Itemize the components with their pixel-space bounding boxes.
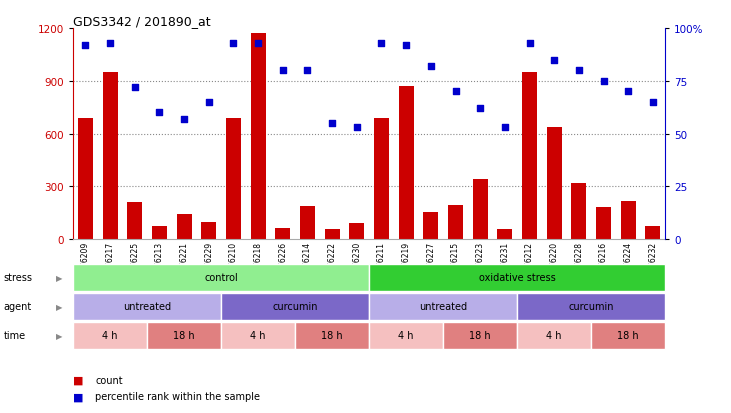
Text: ▶: ▶ <box>56 302 62 311</box>
Point <box>474 106 486 112</box>
Point <box>450 89 461 95</box>
Point <box>227 40 239 47</box>
Text: curcumin: curcumin <box>569 301 614 312</box>
Text: ▶: ▶ <box>56 273 62 282</box>
Text: 4 h: 4 h <box>398 330 414 341</box>
Text: ▶: ▶ <box>56 331 62 340</box>
Bar <box>221 322 295 349</box>
Text: 4 h: 4 h <box>102 330 118 341</box>
Point <box>252 40 264 47</box>
Bar <box>221 293 369 320</box>
Text: ■: ■ <box>73 392 83 401</box>
Text: 18 h: 18 h <box>618 330 639 341</box>
Point <box>401 43 412 49</box>
Text: untreated: untreated <box>123 301 171 312</box>
Point <box>178 116 190 123</box>
Text: time: time <box>4 330 26 341</box>
Bar <box>202 222 216 240</box>
Point <box>351 125 363 131</box>
Point <box>326 121 338 127</box>
Point <box>499 125 511 131</box>
Point <box>598 78 610 85</box>
Bar <box>73 322 147 349</box>
Bar <box>251 34 265 240</box>
Bar <box>369 293 518 320</box>
Bar <box>369 322 443 349</box>
Bar <box>369 264 665 291</box>
Text: curcumin: curcumin <box>273 301 318 312</box>
Text: oxidative stress: oxidative stress <box>479 273 556 283</box>
Bar <box>73 264 369 291</box>
Text: GDS3342 / 201890_at: GDS3342 / 201890_at <box>73 15 211 28</box>
Bar <box>596 207 611 240</box>
Bar <box>443 322 518 349</box>
Bar <box>147 322 221 349</box>
Bar <box>349 224 364 240</box>
Text: untreated: untreated <box>419 301 467 312</box>
Bar <box>547 127 561 240</box>
Text: percentile rank within the sample: percentile rank within the sample <box>95 392 260 401</box>
Text: stress: stress <box>4 273 33 283</box>
Text: 4 h: 4 h <box>547 330 562 341</box>
Point <box>523 40 535 47</box>
Bar <box>73 293 221 320</box>
Bar <box>127 203 143 240</box>
Text: 18 h: 18 h <box>469 330 491 341</box>
Text: count: count <box>95 375 123 385</box>
Bar <box>497 230 512 240</box>
Bar <box>325 230 339 240</box>
Bar <box>448 205 463 240</box>
Bar <box>300 206 315 240</box>
Text: agent: agent <box>4 301 32 312</box>
Bar <box>473 180 488 240</box>
Bar <box>522 73 537 240</box>
Point <box>203 99 215 106</box>
Point <box>622 89 634 95</box>
Point <box>647 99 659 106</box>
Bar <box>591 322 665 349</box>
Text: control: control <box>204 273 238 283</box>
Bar <box>226 119 241 240</box>
Point <box>80 43 91 49</box>
Point <box>376 40 387 47</box>
Point <box>129 85 140 91</box>
Bar <box>102 73 118 240</box>
Bar <box>374 119 389 240</box>
Point <box>573 68 585 74</box>
Point <box>154 110 165 116</box>
Bar <box>399 87 414 240</box>
Point <box>105 40 116 47</box>
Bar <box>295 322 369 349</box>
Point <box>302 68 314 74</box>
Text: 4 h: 4 h <box>251 330 266 341</box>
Point <box>548 57 560 64</box>
Bar <box>423 212 439 240</box>
Text: 18 h: 18 h <box>173 330 195 341</box>
Bar <box>518 293 665 320</box>
Bar <box>572 183 586 240</box>
Bar <box>645 226 660 240</box>
Bar <box>621 202 636 240</box>
Bar <box>78 119 93 240</box>
Bar <box>518 322 591 349</box>
Bar <box>152 226 167 240</box>
Point <box>277 68 289 74</box>
Point <box>425 64 436 70</box>
Text: ■: ■ <box>73 375 83 385</box>
Bar <box>177 215 192 240</box>
Bar <box>276 228 290 240</box>
Text: 18 h: 18 h <box>322 330 343 341</box>
